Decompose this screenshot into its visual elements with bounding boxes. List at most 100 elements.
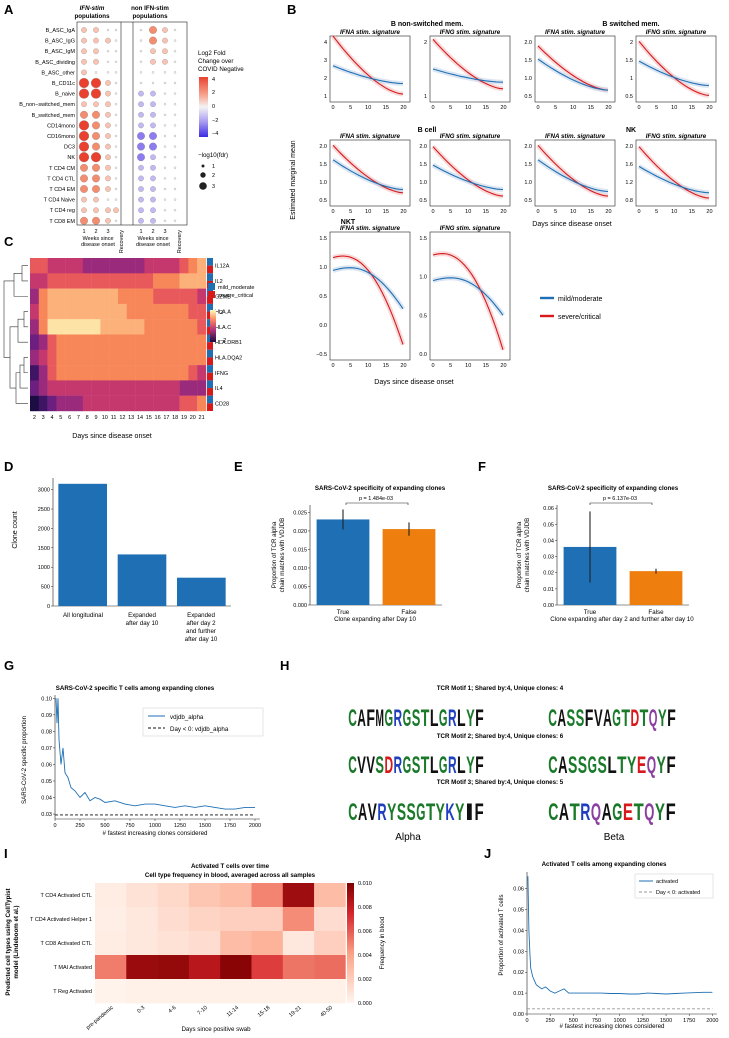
panel-c-heat-cell (82, 334, 92, 350)
panel-a-dot (138, 122, 144, 129)
panel-b-subtitle: IFNG stim. signature (440, 225, 501, 232)
panel-c-heat-cell (82, 349, 92, 366)
panel-a-size-dot2 (200, 172, 206, 178)
panel-h-logo-letter: F (475, 705, 484, 732)
panel-b-xtick: 20 (400, 209, 406, 215)
panel-a-dot (150, 90, 156, 97)
panel-a-frame (76, 21, 188, 226)
panel-c-heatmap: IL12A IL2 GZMB HLA.A HLA.C HLA.DRB1 HLA.DQA2 IF… (3, 258, 254, 440)
panel-c-heat-cell (100, 258, 110, 274)
panel-a-dot (90, 77, 102, 89)
panel-c-heat-cell (135, 349, 145, 366)
panel-i-col-label: 7-10 (197, 1005, 209, 1017)
panel-c-heat-cell (47, 319, 57, 335)
panel-c-heat-cell (65, 334, 75, 350)
panel-c-heat-cell (91, 365, 101, 381)
panel-a-dot (162, 27, 168, 33)
panel-i-heat-cell (314, 979, 346, 1004)
panel-h-logo-letter: Y (436, 799, 445, 826)
panel-c-heat-cell (74, 380, 83, 396)
panel-i-heat-cell (188, 955, 221, 980)
panel-b-xtick: 5 (349, 363, 352, 369)
panel-a-row-label: B_naive (55, 92, 75, 98)
panel-c-legend-mild: mild_moderate (218, 285, 254, 291)
panel-a-dot (163, 187, 167, 191)
panel-a-dot (173, 177, 177, 180)
panel-h-logo-letter: V (594, 705, 603, 732)
panel-c-heat-cell (47, 334, 57, 350)
panel-i-heat-cell (314, 955, 346, 980)
panel-d-ytick: 3000 (38, 488, 50, 494)
panel-i-row-label: T MAI Activated (54, 965, 92, 971)
panel-i-col-label: 0-3 (136, 1005, 146, 1015)
panel-a-dot (92, 163, 100, 172)
panel-h-logo-letter: S (397, 799, 406, 826)
panel-i-heat-cell (157, 979, 190, 1004)
panel-d-bar (58, 483, 107, 606)
panel-a-dot (105, 111, 111, 118)
panel-a-dot (81, 101, 87, 108)
panel-j-xtick: 2000 (706, 1018, 718, 1024)
panel-c-group-severe (207, 372, 213, 381)
panel-b-mild-curve (537, 58, 609, 91)
panel-c-heat-cell (118, 319, 127, 335)
panel-b-xtick: 10 (365, 105, 371, 111)
panel-c-heat-cell (118, 365, 127, 381)
panel-b-title-bnon: B non-switched mem. (391, 21, 463, 28)
panel-c-heat-cell (38, 258, 48, 274)
panel-b-xtick: 5 (449, 105, 452, 111)
panel-c-day-label: 3 (42, 415, 45, 421)
panel-f-ytick: 0.03 (543, 555, 554, 561)
panel-f-xtick: True (584, 609, 597, 616)
panel-c-heat-cell (56, 319, 66, 335)
panel-b-xtick: 20 (500, 209, 506, 215)
panel-a-dot (173, 103, 177, 106)
panel-c-group-severe (207, 403, 213, 411)
panel-h-logo-letter: V (366, 752, 375, 779)
panel-c-heat-cell (126, 395, 136, 412)
panel-c-heat-cell (118, 288, 127, 305)
panel-b-curves: B non-switched mem. B switched mem. B ce… (290, 21, 717, 386)
panel-c-heat-cell (144, 349, 154, 366)
panel-i-heat-cell (251, 979, 284, 1004)
panel-b-ytick: 1.6 (625, 162, 633, 168)
panel-c-day-label: 13 (128, 415, 134, 421)
panel-c-heat-cell (162, 365, 171, 381)
panel-a-dot (173, 50, 177, 53)
panel-b-xtick: 10 (465, 105, 471, 111)
panel-c-heat-cell (82, 288, 92, 305)
panel-a-dot (92, 185, 100, 193)
panel-c-heat-cell (162, 380, 171, 396)
panel-a-dot (173, 71, 177, 74)
panel-b-mild-curve (432, 68, 504, 83)
panel-h-logo-letter: L (457, 752, 466, 779)
panel-c-heat-cell (65, 349, 75, 366)
panel-b-ytick: 1.0 (319, 180, 327, 186)
panel-h-logo-letter: A (358, 799, 367, 826)
panel-c-day-label: 4 (50, 415, 53, 421)
panel-c-heat-cell (47, 258, 57, 274)
panel-c-heat-cell (82, 380, 92, 396)
panel-b-xtick: 10 (671, 105, 677, 111)
panel-i-cbar-label: Frequency in blood (379, 916, 386, 969)
panel-c-heat-cell (30, 319, 39, 335)
panel-c-heat-cell (30, 334, 39, 350)
panel-f-ytick: 0.04 (543, 538, 554, 544)
panel-a-dot (173, 156, 177, 159)
panel-a-dot (173, 92, 177, 95)
panel-h-logo-letter: T (640, 705, 649, 732)
panel-d-bar-chart: 3000 2500 2000 1500 1000 500 0 Clone count All… (12, 478, 231, 643)
panel-c-gene-label: HLA.C (215, 325, 231, 331)
panel-h-logo-letter: F (585, 705, 594, 732)
panel-b-mild-curve (638, 60, 710, 87)
panel-e-xtick: False (401, 609, 417, 616)
panel-a-dot (114, 134, 118, 138)
panel-c-heat-cell (153, 273, 163, 289)
panel-h-logo-letter: Y (658, 705, 667, 732)
panel-i-heatmap: Activated T cells over time Cell type fr… (5, 863, 386, 1033)
panel-h-logo-letter: T (426, 799, 435, 826)
panel-a-row-label: B_non−switched_mem (19, 102, 75, 108)
panel-b-xtick: 10 (671, 209, 677, 215)
panel-a-dot (92, 142, 100, 151)
panel-c-heat-cell (91, 288, 101, 305)
